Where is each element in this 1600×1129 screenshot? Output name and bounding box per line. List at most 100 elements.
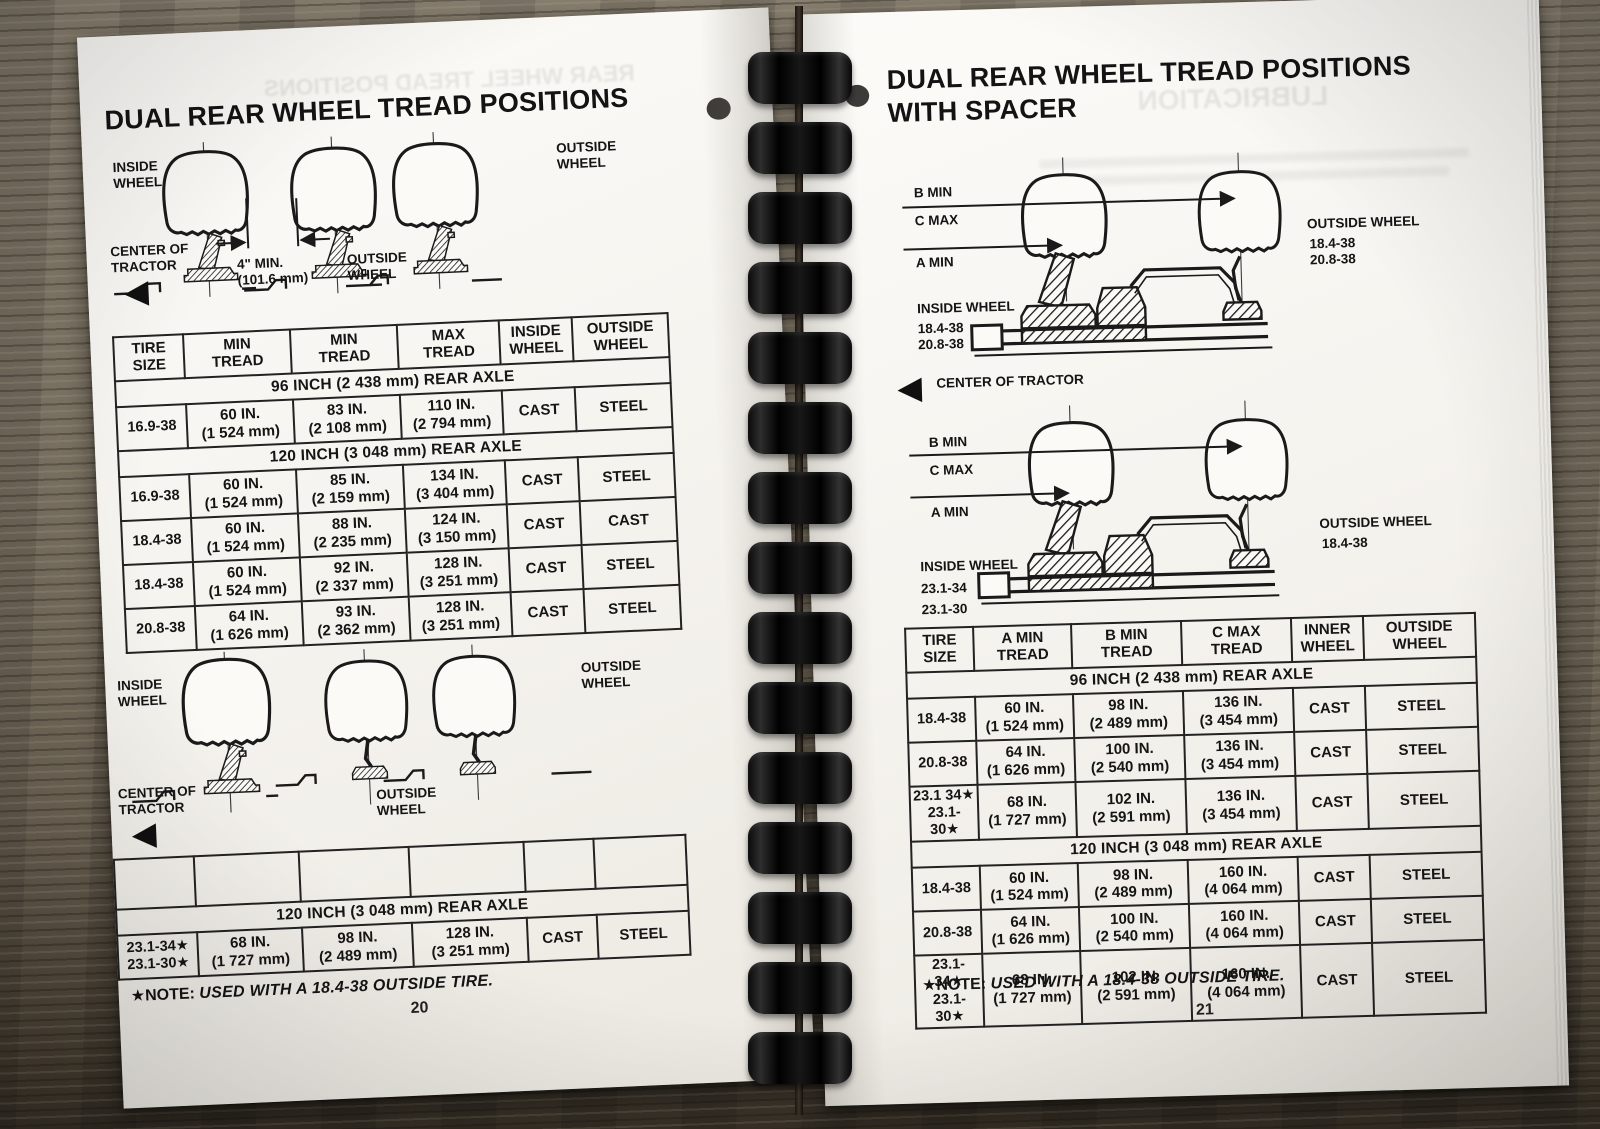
data-cell: STEEL: [1366, 726, 1480, 774]
data-cell: 98 IN. (2 489 mm): [1077, 860, 1189, 908]
binding-loop: [748, 472, 852, 524]
data-cell: 160 IN. (4 064 mm): [1188, 901, 1301, 949]
column-header: INSIDE WHEEL: [498, 317, 574, 365]
column-header: OUTSIDE WHEEL: [571, 313, 670, 362]
data-cell: 128 IN. (3 251 mm): [406, 548, 511, 597]
data-cell: 98 IN. (2 489 mm): [1072, 691, 1185, 739]
empty-cell: [523, 838, 596, 892]
data-cell: 100 IN. (2 540 mm): [1074, 735, 1186, 783]
binding-loop: [748, 962, 852, 1014]
data-cell: STEEL: [577, 452, 676, 502]
data-cell: 110 IN. (2 794 mm): [399, 390, 504, 439]
page-number: 21: [1195, 1001, 1214, 1019]
outside-wheel-label: OUTSIDE WHEEL: [580, 657, 642, 692]
data-cell: CAST: [1300, 943, 1375, 1018]
data-cell: 98 IN. (2 489 mm): [301, 922, 414, 972]
tread-table: 120 INCH (3 048 mm) REAR AXLE 23.1-34★ 23…: [113, 834, 692, 981]
binding-loop: [748, 752, 852, 804]
column-header: MAX TREAD: [396, 320, 501, 369]
binding-loop: [748, 192, 852, 244]
data-cell: CAST: [579, 496, 678, 546]
data-cell: 128 IN. (3 251 mm): [408, 592, 513, 641]
binding-loop: [748, 682, 852, 734]
center-of-tractor-label: CENTER OF TRACTOR: [936, 371, 1084, 391]
tire-size-cell: 23.1 34★ 23.1-30★: [909, 784, 980, 843]
dual-wheel-diagram-left-bottom: INSIDE WHEEL OUTSIDE WHEEL CENTER OF TRA…: [108, 632, 688, 892]
data-cell: 124 IN. (3 150 mm): [404, 504, 509, 553]
tire-size-cell: 18.4-38: [911, 866, 981, 912]
footnote-text: USED WITH A 18.4-38 OUTSIDE TIRE.: [198, 972, 494, 1003]
tire-size-cell: 18.4-38: [121, 518, 193, 566]
right-page-title: DUAL REAR WHEEL TREAD POSITIONS WITH SPA…: [886, 49, 1412, 129]
a-min-label: A MIN: [930, 503, 969, 520]
data-cell: 60 IN. (1 524 mm): [186, 399, 295, 449]
outside-wheel-label: OUTSIDE WHEEL: [555, 138, 617, 172]
data-cell: CAST: [1292, 685, 1367, 732]
outside-wheel-label: OUTSIDE WHEEL: [1319, 513, 1432, 532]
center-of-tractor-row: ◀ CENTER OF TRACTOR: [897, 369, 1084, 406]
outside-wheel-label: OUTSIDE WHEEL: [1306, 213, 1420, 232]
data-cell: 92 IN. (2 337 mm): [299, 552, 409, 602]
data-cell: 64 IN. (1 626 mm): [194, 601, 304, 650]
title-line-1: DUAL REAR WHEEL TREAD POSITIONS: [886, 50, 1412, 96]
data-cell: 88 IN. (2 235 mm): [297, 508, 407, 558]
tread-table: TIRE SIZE MIN TREAD MIN TREAD MAX TREAD INSI…: [112, 312, 682, 654]
ink-dot: [706, 97, 732, 121]
data-cell: 60 IN. (1 524 mm): [189, 469, 298, 519]
data-cell: STEEL: [574, 383, 673, 432]
wheel-cross-section-drawing: [132, 644, 592, 813]
data-cell: STEEL: [1364, 682, 1479, 730]
dual-wheel-table: 120 INCH (3 048 mm) REAR AXLE 23.1-34★ 23…: [113, 834, 692, 981]
column-header: MIN TREAD: [289, 324, 399, 374]
center-of-tractor-label: CENTER OF TRACTOR: [109, 240, 189, 276]
data-cell: 102 IN. (2 591 mm): [1075, 778, 1187, 838]
inside-wheel-sizes: 23.1-34 23.1-30: [920, 580, 968, 618]
data-cell: 134 IN. (3 404 mm): [402, 460, 507, 509]
data-cell: 93 IN. (2 362 mm): [301, 596, 411, 646]
binding-loop: [748, 822, 852, 874]
tire-size-cell: 18.4-38: [123, 562, 195, 610]
binding-loop: [748, 1032, 852, 1084]
inside-wheel-label: INSIDE WHEEL: [916, 298, 1015, 317]
column-header: C MAX TREAD: [1180, 617, 1293, 666]
a-min-label: A MIN: [915, 254, 954, 271]
tire-size-cell: 20.8-38: [908, 740, 978, 787]
column-header: OUTSIDE WHEEL: [1362, 612, 1477, 660]
left-arrow-icon: ◀: [123, 272, 150, 310]
data-cell: 85 IN. (2 159 mm): [295, 464, 405, 514]
outside-wheel-sizes: 18.4-38: [1321, 534, 1368, 552]
data-cell: STEEL: [581, 540, 680, 590]
data-cell: CAST: [526, 914, 599, 962]
footnote-star: ★NOTE:: [921, 975, 987, 995]
data-cell: 60 IN. (1 524 mm): [979, 863, 1079, 911]
column-header: A MIN TREAD: [973, 624, 1073, 671]
tire-size-cell: 23.1-34★ 23.1-30★: [117, 932, 200, 980]
left-arrow-icon: ◀: [130, 814, 158, 852]
b-min-label: B MIN: [928, 433, 968, 451]
tread-table: TIRE SIZE A MIN TREAD B MIN TREAD C MAX TRE…: [904, 612, 1487, 1030]
data-cell: 136 IN. (3 454 mm): [1184, 731, 1296, 779]
tread-position-table: TIRE SIZE MIN TREAD MIN TREAD MAX TREAD INSI…: [112, 312, 682, 654]
data-cell: 60 IN. (1 524 mm): [191, 513, 300, 563]
wheel-cross-section-drawing: [114, 130, 502, 297]
data-cell: STEEL: [596, 910, 691, 959]
min-spacing-label: 4" MIN. (101.6 mm): [236, 254, 309, 288]
column-header: TIRE SIZE: [905, 626, 975, 673]
data-cell: 136 IN. (3 454 mm): [1185, 775, 1297, 835]
spacer-tread-table: TIRE SIZE A MIN TREAD B MIN TREAD C MAX TRE…: [904, 612, 1487, 1030]
data-cell: CAST: [506, 501, 582, 549]
right-page: LUBRICATION DUAL REAR WHEEL TREAD POSITI…: [794, 0, 1570, 1107]
page-number: 20: [410, 999, 429, 1017]
b-min-label: B MIN: [913, 184, 953, 201]
data-cell: 160 IN. (4 064 mm): [1187, 857, 1299, 905]
data-cell: CAST: [504, 457, 580, 505]
binding-loop: [748, 892, 852, 944]
wheel-spacer-drawing: [902, 152, 1282, 357]
data-cell: 68 IN. (1 727 mm): [977, 782, 1077, 841]
data-cell: 64 IN. (1 626 mm): [980, 907, 1081, 955]
data-cell: STEEL: [583, 584, 682, 633]
empty-cell: [113, 856, 196, 910]
data-cell: CAST: [510, 589, 586, 637]
left-page: REAR WHEEL TREAD POSITIONS DUAL REAR WHE…: [76, 7, 816, 1109]
outside-wheel-sizes: 18.4-38 20.8-38: [1309, 235, 1356, 268]
